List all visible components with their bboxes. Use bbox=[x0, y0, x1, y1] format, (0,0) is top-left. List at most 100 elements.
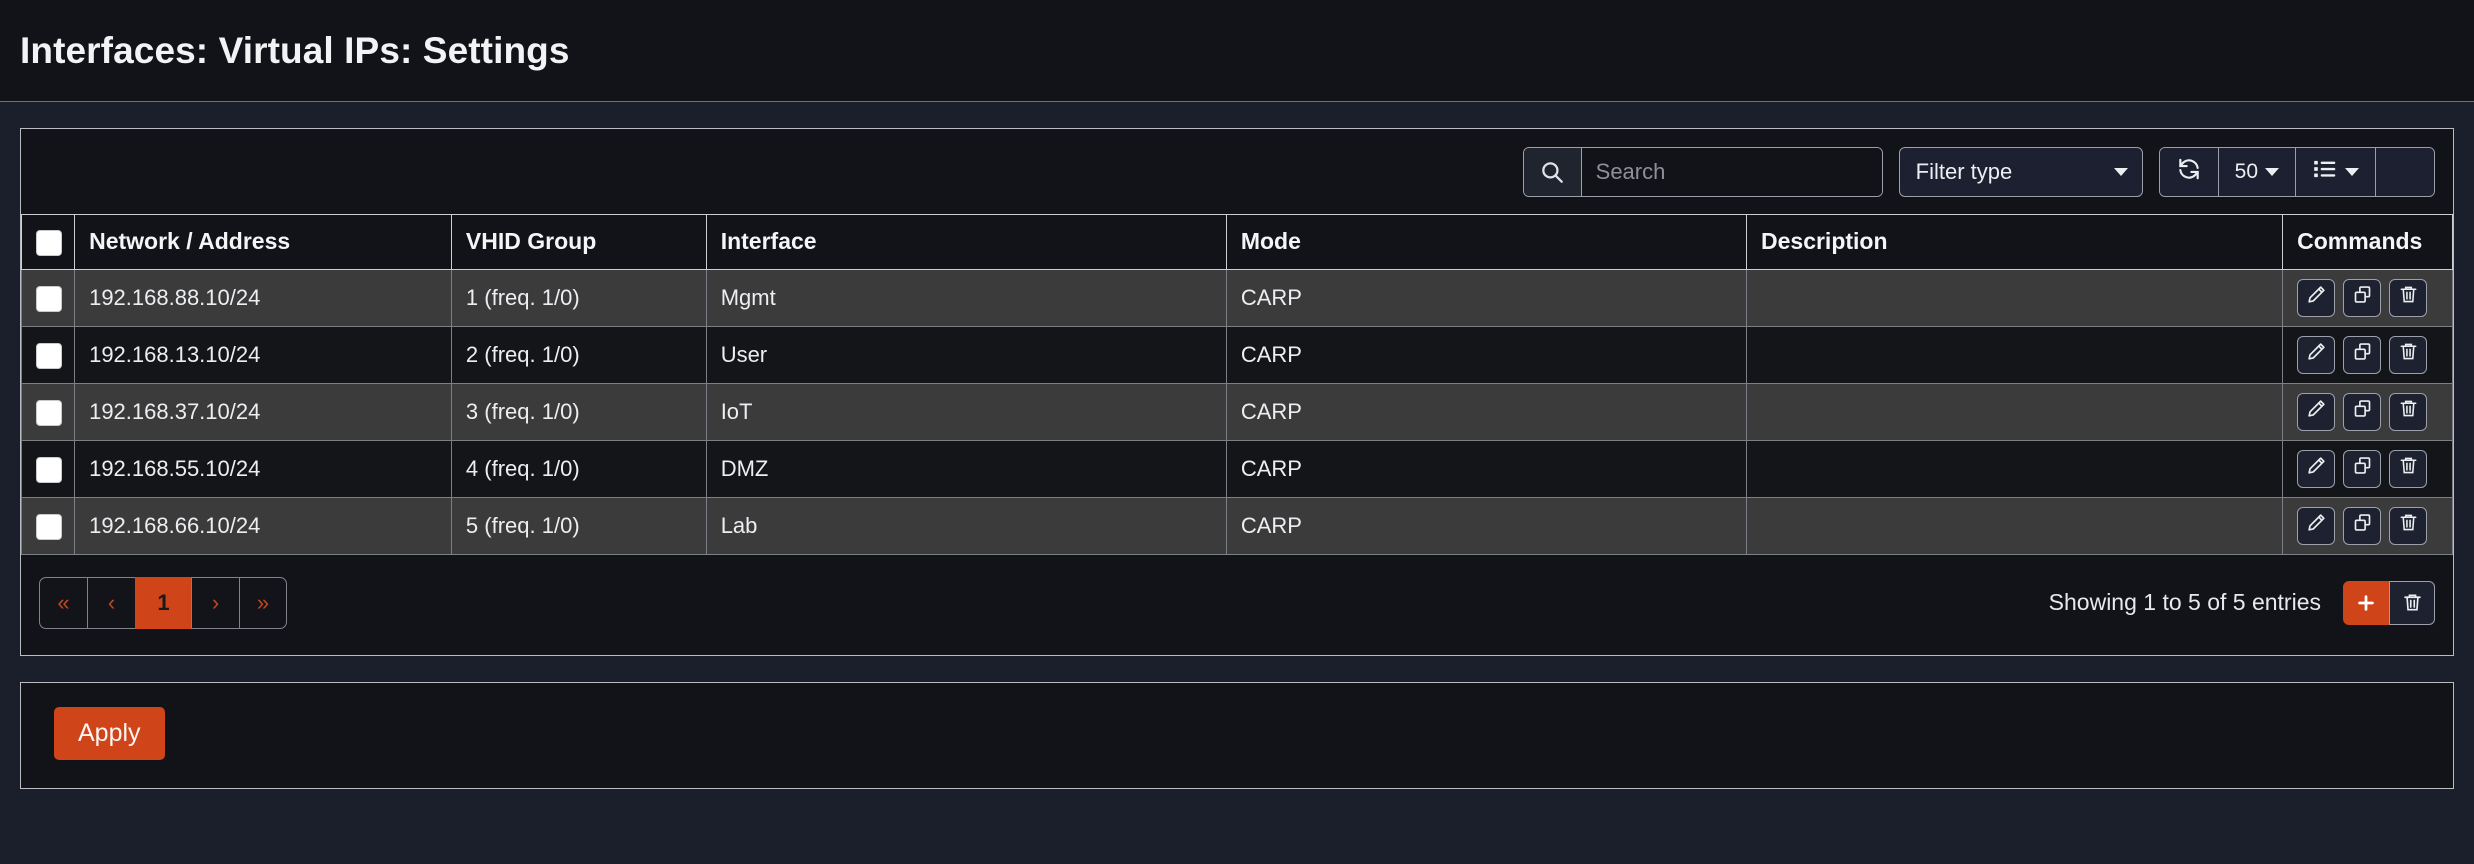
page-size-button[interactable]: 50 bbox=[2218, 147, 2296, 196]
table-body: 192.168.88.10/24 1 (freq. 1/0) Mgmt CARP 192… bbox=[20, 268, 2453, 555]
table-footer: «‹ 1 ›» Showing 1 to 5 of 5 entries bbox=[21, 554, 2453, 655]
cell-network: 192.168.88.10/24 bbox=[74, 268, 452, 327]
table-row: 192.168.37.10/24 3 (freq. 1/0) IoT CARP bbox=[20, 382, 2453, 441]
cell-interface: Lab bbox=[706, 496, 1227, 555]
table-row: 192.168.88.10/24 1 (freq. 1/0) Mgmt CARP bbox=[20, 268, 2453, 327]
clone-icon bbox=[2352, 284, 2373, 311]
grid-panel: Filter type 50 bbox=[20, 128, 2454, 656]
cell-network: 192.168.37.10/24 bbox=[74, 382, 452, 441]
column-header-description[interactable]: Description bbox=[1746, 214, 2284, 270]
delete-icon bbox=[2398, 341, 2419, 368]
edit-icon bbox=[2306, 341, 2327, 368]
delete-row-button[interactable] bbox=[2389, 278, 2428, 317]
page-title: Interfaces: Virtual IPs: Settings bbox=[20, 29, 570, 71]
clone-row-button[interactable] bbox=[2343, 449, 2382, 488]
apply-button[interactable]: Apply bbox=[54, 706, 165, 760]
pagination-button[interactable]: › bbox=[191, 576, 239, 629]
edit-icon bbox=[2306, 512, 2327, 539]
chevron-down-icon bbox=[2265, 167, 2279, 176]
clone-icon bbox=[2352, 341, 2373, 368]
edit-row-button[interactable] bbox=[2297, 392, 2336, 431]
cell-mode: CARP bbox=[1226, 325, 1748, 384]
row-checkbox[interactable] bbox=[36, 342, 62, 369]
footer-actions bbox=[2343, 580, 2435, 625]
cell-description bbox=[1746, 439, 2284, 498]
delete-icon bbox=[2398, 398, 2419, 425]
row-command-group bbox=[2297, 335, 2438, 374]
cell-mode: CARP bbox=[1226, 439, 1748, 498]
cell-network: 192.168.66.10/24 bbox=[74, 496, 452, 555]
cell-network: 192.168.13.10/24 bbox=[74, 325, 452, 384]
apply-panel: Apply bbox=[20, 681, 2454, 789]
select-all-checkbox[interactable] bbox=[36, 229, 62, 256]
cell-description bbox=[1746, 496, 2284, 555]
delete-selected-button[interactable] bbox=[2389, 580, 2435, 625]
toolbar-button-group: 50 bbox=[2158, 146, 2435, 197]
delete-icon bbox=[2398, 284, 2419, 311]
row-checkbox[interactable] bbox=[36, 456, 62, 483]
delete-row-button[interactable] bbox=[2389, 392, 2428, 431]
column-header-interface[interactable]: Interface bbox=[706, 214, 1227, 270]
delete-row-button[interactable] bbox=[2389, 335, 2428, 374]
virtual-ips-table: Network / Address VHID Group Interface M… bbox=[20, 214, 2453, 555]
edit-row-button[interactable] bbox=[2297, 335, 2336, 374]
delete-row-button[interactable] bbox=[2389, 506, 2428, 545]
clone-row-button[interactable] bbox=[2343, 278, 2382, 317]
delete-icon bbox=[2398, 512, 2419, 539]
search-icon bbox=[1523, 147, 1582, 196]
cell-vhid: 3 (freq. 1/0) bbox=[451, 382, 707, 441]
toolbar-extra-button[interactable] bbox=[2376, 147, 2434, 196]
cell-commands bbox=[2282, 268, 2453, 327]
clone-icon bbox=[2352, 398, 2373, 425]
row-command-group bbox=[2297, 278, 2438, 317]
delete-icon bbox=[2398, 455, 2419, 482]
column-header-network[interactable]: Network / Address bbox=[74, 214, 452, 270]
pagination-button[interactable]: ‹ bbox=[87, 576, 135, 629]
page-size-label: 50 bbox=[2234, 159, 2258, 183]
chevron-down-icon bbox=[2345, 167, 2359, 176]
edit-icon bbox=[2306, 398, 2327, 425]
cell-mode: CARP bbox=[1226, 382, 1748, 441]
cell-interface: IoT bbox=[706, 382, 1227, 441]
cell-commands bbox=[2282, 496, 2453, 555]
clone-row-button[interactable] bbox=[2343, 506, 2382, 545]
edit-icon bbox=[2306, 455, 2327, 482]
cell-commands bbox=[2282, 439, 2453, 498]
clone-row-button[interactable] bbox=[2343, 335, 2382, 374]
row-checkbox[interactable] bbox=[36, 285, 62, 312]
row-command-group bbox=[2297, 392, 2438, 431]
cell-vhid: 2 (freq. 1/0) bbox=[451, 325, 707, 384]
pagination-button[interactable]: « bbox=[39, 576, 87, 629]
row-select-cell bbox=[20, 268, 76, 327]
apply-panel-inner: Apply bbox=[21, 683, 2453, 788]
cell-description bbox=[1746, 268, 2284, 327]
delete-row-button[interactable] bbox=[2389, 449, 2428, 488]
edit-row-button[interactable] bbox=[2297, 506, 2336, 545]
cell-interface: User bbox=[706, 325, 1227, 384]
cell-vhid: 1 (freq. 1/0) bbox=[451, 268, 707, 327]
filter-type-select[interactable]: Filter type bbox=[1898, 146, 2143, 197]
cell-network: 192.168.55.10/24 bbox=[74, 439, 452, 498]
refresh-button[interactable] bbox=[2159, 147, 2219, 196]
row-checkbox[interactable] bbox=[36, 399, 62, 426]
cell-interface: DMZ bbox=[706, 439, 1227, 498]
pagination-button[interactable]: 1 bbox=[135, 576, 191, 629]
clone-row-button[interactable] bbox=[2343, 392, 2382, 431]
cell-vhid: 4 (freq. 1/0) bbox=[451, 439, 707, 498]
add-entry-button[interactable] bbox=[2343, 580, 2389, 625]
column-header-vhid[interactable]: VHID Group bbox=[451, 214, 707, 270]
column-header-mode[interactable]: Mode bbox=[1226, 214, 1748, 270]
table-row: 192.168.55.10/24 4 (freq. 1/0) DMZ CARP bbox=[20, 439, 2453, 498]
edit-row-button[interactable] bbox=[2297, 278, 2336, 317]
clone-icon bbox=[2352, 512, 2373, 539]
edit-row-button[interactable] bbox=[2297, 449, 2336, 488]
row-select-cell bbox=[20, 496, 76, 555]
footer-right: Showing 1 to 5 of 5 entries bbox=[2049, 580, 2435, 625]
pagination-button[interactable]: » bbox=[239, 576, 287, 629]
column-chooser-button[interactable] bbox=[2296, 147, 2376, 196]
row-checkbox[interactable] bbox=[36, 513, 62, 540]
row-select-cell bbox=[20, 439, 76, 498]
clone-icon bbox=[2352, 455, 2373, 482]
search-input[interactable] bbox=[1581, 147, 1882, 196]
